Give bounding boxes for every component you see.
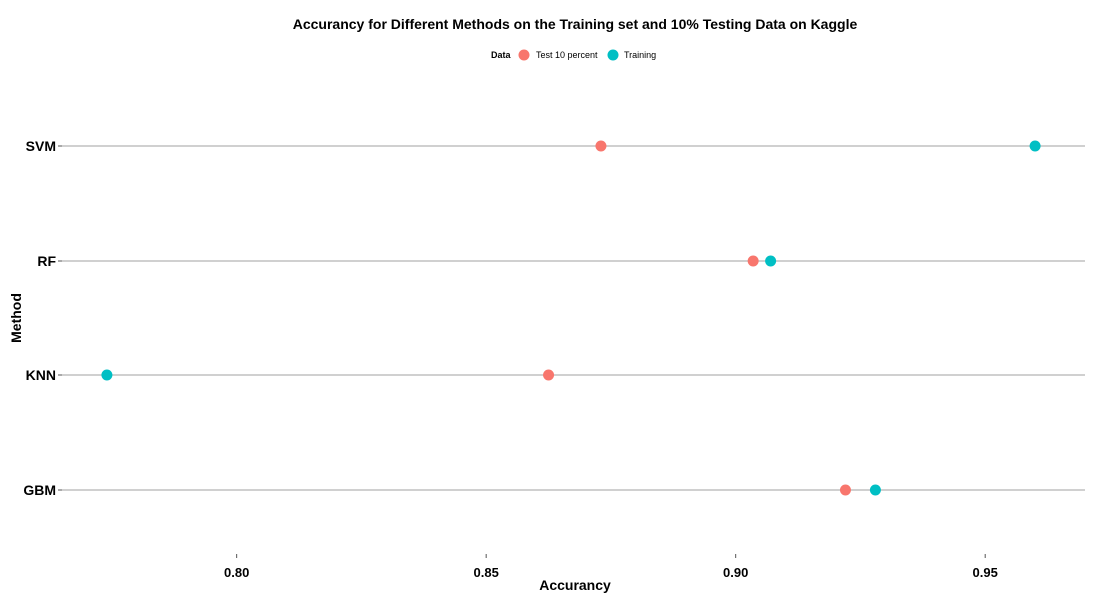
x-tick-label-3: 0.95 (973, 565, 998, 580)
data-points (101, 140, 1041, 496)
point-training-gbm (869, 484, 881, 496)
x-axis-title: Accurancy (539, 577, 611, 593)
x-tick-label-1: 0.85 (474, 565, 499, 580)
x-axis-ticks: 0.80 0.85 0.90 0.95 (224, 554, 998, 580)
point-training-knn (101, 369, 113, 381)
point-test-rf (747, 255, 759, 267)
y-tick-label-knn: KNN (26, 367, 56, 383)
point-test-knn (543, 369, 555, 381)
legend: Data Test 10 percent Training (491, 49, 656, 61)
y-tick-label-svm: SVM (26, 138, 56, 154)
legend-title: Data (491, 50, 512, 60)
x-tick-label-0: 0.80 (224, 565, 249, 580)
point-test-gbm (839, 484, 851, 496)
y-axis-category-labels: GBM KNN RF SVM (23, 138, 62, 498)
y-axis-title: Method (8, 293, 24, 343)
legend-label-training: Training (624, 50, 656, 60)
legend-marker-test (518, 49, 530, 61)
point-test-svm (595, 140, 607, 152)
y-tick-label-rf: RF (37, 253, 56, 269)
y-tick-label-gbm: GBM (23, 482, 56, 498)
legend-label-test: Test 10 percent (536, 50, 598, 60)
point-training-rf (765, 255, 777, 267)
legend-marker-training (607, 49, 619, 61)
chart-title: Accurancy for Different Methods on the T… (293, 16, 858, 32)
point-training-svm (1029, 140, 1041, 152)
category-grid-lines (62, 145, 1085, 491)
x-tick-label-2: 0.90 (723, 565, 748, 580)
